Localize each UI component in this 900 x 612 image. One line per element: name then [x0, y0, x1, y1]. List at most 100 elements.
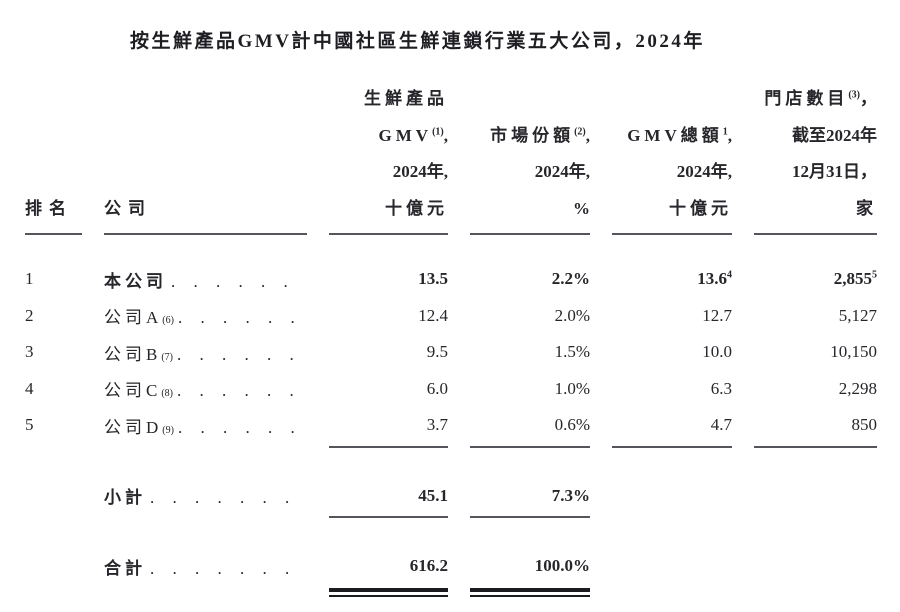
company-cell: 公司D (9) — [104, 413, 307, 438]
dot-leader — [171, 272, 307, 292]
company-cell: 公司A (6) — [104, 303, 307, 328]
company-name: 公司C — [104, 381, 162, 401]
dot-leader — [150, 559, 307, 579]
company-cell: 公司B (7) — [104, 340, 307, 365]
dot-leader — [178, 418, 307, 438]
rank-cell: 3 — [25, 342, 34, 362]
stores-cell: 850 — [851, 415, 878, 435]
gmv-cell: 12.4 — [418, 305, 448, 325]
footnote-ref-4: 4 — [727, 269, 732, 281]
column-rule — [329, 445, 448, 448]
header-stores: 門店數目(3)， 截至2024年 12月31日， 家 — [754, 81, 877, 235]
double-rule-row — [0, 587, 900, 597]
header-gmv: 生鮮產品 GMV(1), 2024年, 十億元 — [329, 81, 448, 235]
header-gmv-total-line1: GMV總額1, — [627, 125, 732, 145]
header-stores-line3: 12月31日， — [792, 162, 877, 181]
gmv-cell: 6.0 — [426, 378, 448, 398]
header-rank: 排名 — [25, 191, 82, 235]
rank-cell: 4 — [25, 378, 34, 398]
stores-cell: 10,150 — [830, 342, 877, 362]
total-label-cell: 合計 — [104, 554, 307, 579]
subtotal-label-cell: 小計 — [104, 483, 307, 508]
subtotal-row: 小計 45.1 7.3% — [0, 478, 900, 515]
rank-cell: 1 — [25, 269, 34, 289]
total-gmv: 616.2 — [409, 556, 448, 576]
share-cell: 1.0% — [554, 378, 590, 398]
header-gmv-total-line3: 十億元 — [669, 198, 732, 218]
share-cell: 1.5% — [554, 342, 590, 362]
company-name: 公司A — [104, 308, 163, 328]
header-gmv-line3: 2024年, — [392, 162, 448, 181]
dot-leader — [150, 488, 307, 508]
header-share-line1: 市場份額(2), — [490, 125, 590, 145]
dot-leader — [177, 345, 307, 365]
total-label: 合計 — [104, 558, 146, 578]
gmv-total-cell: 12.7 — [702, 305, 732, 325]
table-body: 1 本公司 13.5 2.2% 13.64 2,8555 2 公司A(6) 12… — [0, 261, 900, 597]
table-row: 2 公司A(6) 12.4 2.0% 12.7 5,127 — [0, 298, 900, 335]
rule-row-below-subtotal — [0, 516, 900, 518]
column-rule — [329, 516, 448, 518]
header-stores-line2: 截至2024年 — [792, 125, 877, 145]
rank-cell: 5 — [25, 415, 34, 435]
double-rule — [329, 587, 448, 597]
header-share-line2: 2024年, — [534, 162, 590, 181]
gmv-cell: 9.5 — [426, 342, 448, 362]
header-share-line3: % — [573, 198, 590, 218]
column-rule — [612, 445, 732, 448]
gmv-total-cell: 4.7 — [710, 415, 732, 435]
rank-cell: 2 — [25, 305, 34, 325]
stores-cell: 2,298 — [838, 378, 877, 398]
header-gmv-line1: 生鮮產品 — [364, 89, 448, 108]
header-company: 公司 — [104, 191, 307, 235]
footnote-ref-3: (3) — [848, 89, 860, 101]
share-cell: 2.0% — [554, 305, 590, 325]
company-cell: 本公司 — [104, 267, 307, 292]
total-row: 合計 616.2 100.0% — [0, 548, 900, 585]
table-row: 5 公司D(9) 3.7 0.6% 4.7 850 — [0, 407, 900, 444]
table-row: 1 本公司 13.5 2.2% 13.64 2,8555 — [0, 261, 900, 298]
header-share: 市場份額(2), 2024年, % — [470, 118, 590, 235]
company-name: 本公司 — [104, 271, 167, 291]
table-row: 4 公司C(8) 6.0 1.0% 6.3 2,298 — [0, 371, 900, 408]
header-gmv-total: GMV總額1, 2024年, 十億元 — [612, 118, 732, 235]
header-gmv-line2: GMV(1), — [378, 125, 448, 145]
header-stores-line1: 門店數目(3)， — [764, 89, 877, 108]
dot-leader — [178, 308, 307, 328]
column-rule — [470, 445, 590, 448]
company-cell: 公司C (8) — [104, 376, 307, 401]
table-row: 3 公司B(7) 9.5 1.5% 10.0 10,150 — [0, 334, 900, 371]
rule-row-above-subtotal — [0, 445, 900, 448]
header-company-label: 公司 — [104, 198, 152, 218]
gmv-cell: 13.5 — [418, 269, 448, 289]
gmv-cell: 3.7 — [426, 415, 448, 435]
share-cell: 0.6% — [554, 415, 590, 435]
stores-cell: 2,8555 — [833, 269, 877, 289]
company-name: 公司B — [104, 344, 162, 364]
header-rank-label: 排名 — [25, 198, 73, 218]
footnote-ref-1b: 1 — [722, 125, 728, 137]
share-cell: 2.2% — [551, 269, 590, 289]
table-title: 按生鮮產品GMV計中國社區生鮮連鎖行業五大公司，2024年 — [130, 31, 705, 52]
footnote-ref-1: (1) — [432, 125, 444, 137]
subtotal-gmv: 45.1 — [418, 485, 448, 505]
header-stores-line4: 家 — [856, 198, 877, 218]
subtotal-share: 7.3% — [551, 485, 590, 505]
column-rule — [754, 445, 877, 448]
footnote-ref-2: (2) — [574, 125, 586, 137]
gmv-total-cell: 6.3 — [710, 378, 732, 398]
header-gmv-total-line2: 2024年, — [676, 162, 732, 181]
subtotal-label: 小計 — [104, 488, 146, 508]
company-name: 公司D — [104, 417, 163, 437]
total-share: 100.0% — [534, 556, 590, 576]
gmv-total-cell: 13.64 — [697, 269, 732, 289]
dot-leader — [177, 381, 307, 401]
table-header-row: 排名 公司 生鮮產品 GMV(1), 2024年, 十億元 市場份額(2), 2… — [0, 81, 900, 235]
header-gmv-line4: 十億元 — [385, 198, 448, 218]
stores-cell: 5,127 — [838, 305, 877, 325]
gmv-total-cell: 10.0 — [702, 342, 732, 362]
double-rule — [470, 587, 590, 597]
footnote-ref-5: 5 — [872, 269, 877, 281]
column-rule — [470, 516, 590, 518]
